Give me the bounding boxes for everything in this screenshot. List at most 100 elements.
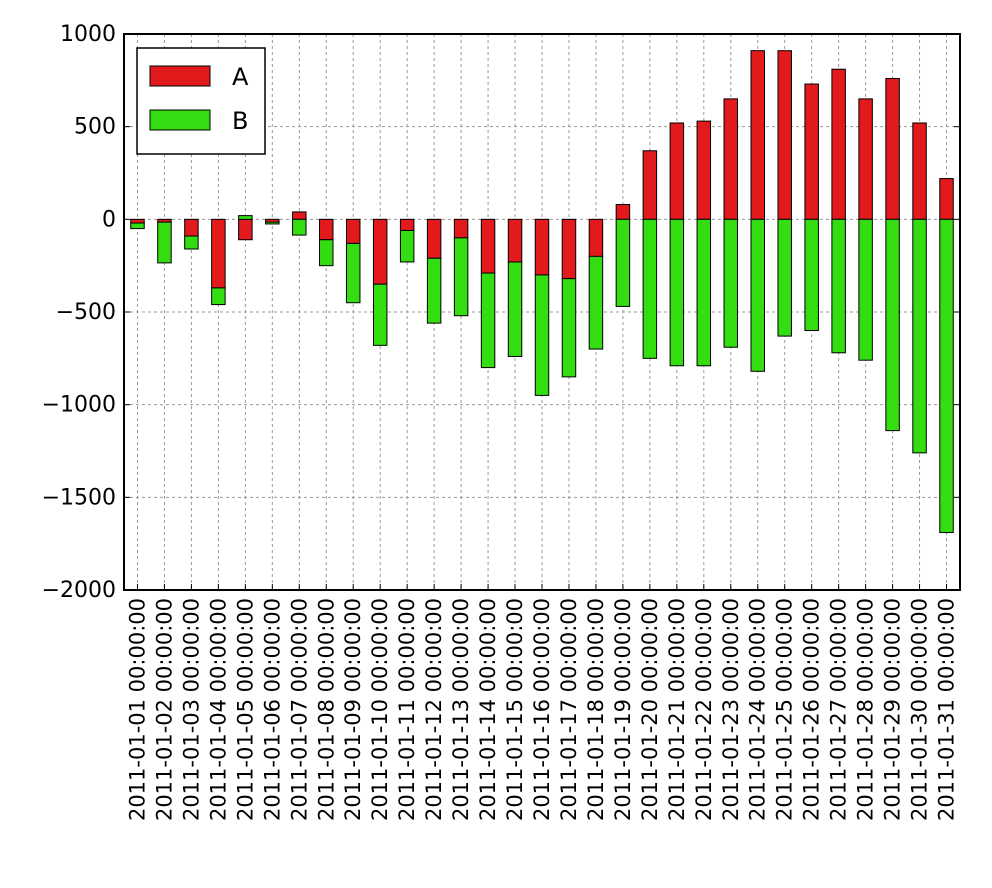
bar-a-1 [130, 218, 145, 224]
bar-a-22 [696, 120, 712, 220]
bar-a-5 [238, 218, 253, 241]
x-tick-label: 2011-01-02 00:00:00 [152, 598, 176, 821]
x-tick-label: 2011-01-03 00:00:00 [179, 598, 203, 821]
bars [130, 50, 954, 534]
bar-b-16 [534, 274, 550, 396]
x-tick-label: 2011-01-01 00:00:00 [125, 598, 149, 821]
bar-b-10 [372, 283, 388, 346]
x-tick-label: 2011-01-18 00:00:00 [584, 598, 608, 821]
x-tick-label: 2011-01-30 00:00:00 [908, 598, 932, 821]
bar-a-28 [858, 98, 873, 220]
y-axis-ticks: 1000 500 0 −500 −1000 −1500 −2000 [42, 22, 960, 603]
bar-b-6 [265, 221, 280, 225]
x-tick-label: 2011-01-31 00:00:00 [935, 598, 959, 821]
x-tick-label: 2011-01-23 00:00:00 [719, 598, 743, 821]
legend-label-b: B [232, 107, 248, 135]
x-tick-label: 2011-01-20 00:00:00 [638, 598, 662, 821]
bar-a-11 [399, 218, 415, 231]
bar-b-11 [399, 229, 415, 263]
bar-b-26 [804, 218, 819, 332]
x-tick-label: 2011-01-06 00:00:00 [260, 598, 284, 821]
bar-b-1 [130, 222, 145, 230]
y-tick-label: −1500 [42, 485, 116, 510]
x-tick-label: 2011-01-07 00:00:00 [287, 598, 311, 821]
x-tick-label: 2011-01-21 00:00:00 [665, 598, 689, 821]
bar-b-28 [858, 218, 873, 361]
x-tick-label: 2011-01-09 00:00:00 [341, 598, 365, 821]
bar-a-8 [319, 218, 334, 241]
y-tick-label: −2000 [42, 578, 116, 603]
y-tick-label: −500 [56, 300, 116, 325]
bar-b-18 [588, 255, 604, 350]
x-tick-label: 2011-01-22 00:00:00 [692, 598, 716, 821]
bar-b-2 [157, 221, 172, 264]
bar-b-12 [426, 257, 442, 324]
bar-b-13 [453, 237, 469, 317]
x-axis-ticks: 2011-01-01 00:00:00 2011-01-02 00:00:00 20… [125, 584, 959, 821]
x-tick-label: 2011-01-12 00:00:00 [422, 598, 446, 821]
bar-b-21 [669, 218, 685, 367]
bar-a-12 [426, 218, 442, 259]
x-tick-label: 2011-01-13 00:00:00 [449, 598, 473, 821]
x-tick-label: 2011-01-26 00:00:00 [800, 598, 824, 821]
bar-a-16 [534, 218, 550, 276]
y-tick-label: −1000 [42, 393, 116, 418]
bar-a-9 [345, 218, 361, 244]
bar-b-8 [319, 239, 334, 267]
legend: A B [136, 47, 266, 155]
x-tick-label: 2011-01-17 00:00:00 [557, 598, 581, 821]
y-tick-label: 500 [74, 115, 116, 140]
bar-a-24 [750, 50, 765, 220]
legend-swatch-a [149, 65, 211, 87]
bar-a-21 [669, 122, 685, 220]
x-tick-label: 2011-01-25 00:00:00 [773, 598, 797, 821]
bar-a-10 [372, 218, 388, 285]
bar-a-31 [939, 178, 954, 220]
x-tick-label: 2011-01-29 00:00:00 [881, 598, 905, 821]
bar-b-25 [777, 218, 792, 337]
bar-b-9 [345, 242, 361, 304]
bar-a-23 [723, 98, 739, 220]
x-tick-label: 2011-01-28 00:00:00 [854, 598, 878, 821]
bar-b-24 [750, 218, 765, 372]
bar-a-25 [777, 50, 792, 220]
bar-a-14 [480, 218, 496, 274]
bar-b-14 [480, 272, 496, 369]
bar-a-19 [615, 204, 631, 220]
x-tick-label: 2011-01-11 00:00:00 [395, 598, 419, 821]
x-tick-label: 2011-01-05 00:00:00 [233, 598, 257, 821]
legend-swatch-b [149, 109, 211, 131]
bar-a-3 [184, 218, 199, 237]
x-tick-label: 2011-01-19 00:00:00 [611, 598, 635, 821]
bar-b-20 [642, 218, 658, 359]
bar-b-30 [912, 218, 927, 454]
bar-a-4 [211, 218, 226, 289]
bar-b-7 [292, 218, 307, 236]
bar-b-15 [507, 261, 523, 357]
y-tick-label: 0 [102, 207, 116, 232]
bar-a-7 [292, 211, 307, 220]
bar-b-31 [939, 218, 954, 534]
bar-a-26 [804, 83, 819, 220]
bar-b-3 [184, 235, 199, 250]
bar-b-5 [238, 215, 253, 220]
bar-b-22 [696, 218, 712, 367]
bar-b-27 [831, 218, 846, 354]
x-tick-label: 2011-01-10 00:00:00 [368, 598, 392, 821]
bar-b-19 [615, 218, 631, 307]
x-tick-label: 2011-01-14 00:00:00 [476, 598, 500, 821]
bar-a-20 [642, 150, 658, 220]
x-tick-label: 2011-01-16 00:00:00 [530, 598, 554, 821]
bar-a-27 [831, 68, 846, 220]
legend-label-a: A [232, 63, 249, 91]
bar-a-13 [453, 218, 469, 239]
bar-b-23 [723, 218, 739, 348]
bar-b-29 [885, 218, 900, 432]
x-tick-label: 2011-01-24 00:00:00 [746, 598, 770, 821]
bar-a-18 [588, 218, 604, 257]
x-tick-label: 2011-01-08 00:00:00 [314, 598, 338, 821]
bar-a-17 [561, 218, 577, 280]
x-tick-label: 2011-01-04 00:00:00 [206, 598, 230, 821]
bar-b-4 [211, 287, 226, 306]
